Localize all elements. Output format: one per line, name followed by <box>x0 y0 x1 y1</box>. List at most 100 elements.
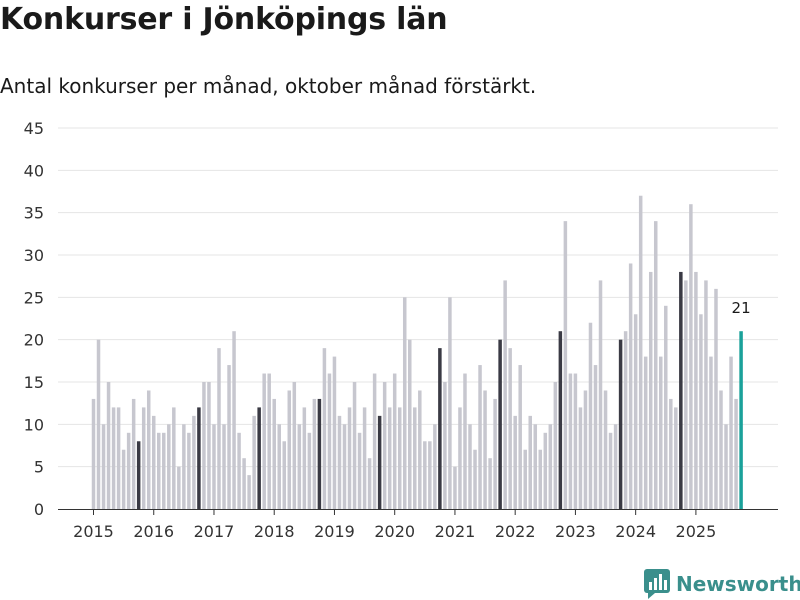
bar <box>643 356 648 509</box>
bar <box>543 432 548 509</box>
bar <box>553 382 558 509</box>
y-tick-label: 5 <box>34 458 44 477</box>
bar <box>131 398 136 509</box>
bar-october <box>679 271 683 509</box>
bar <box>312 398 317 509</box>
chart-subtitle: Antal konkurser per månad, oktober månad… <box>0 74 537 98</box>
bar <box>453 466 457 509</box>
bar <box>699 314 703 509</box>
bar <box>523 449 527 509</box>
bar <box>468 424 472 509</box>
bar <box>292 382 297 509</box>
bar <box>297 424 302 509</box>
bar <box>568 373 573 509</box>
bar <box>628 263 633 509</box>
bar <box>638 195 643 510</box>
y-tick-label: 10 <box>24 415 44 434</box>
bar <box>387 407 392 509</box>
bar <box>578 407 583 509</box>
bar <box>392 373 397 509</box>
bar <box>603 390 608 509</box>
bar <box>518 365 522 509</box>
chart-title: Konkurser i Jönköpings län <box>0 2 448 37</box>
bar <box>177 466 181 509</box>
bar <box>714 288 718 509</box>
bar <box>106 382 111 509</box>
bar <box>402 297 407 509</box>
x-tick-label: 2025 <box>676 522 717 541</box>
gridlines <box>58 127 778 468</box>
bar <box>121 449 126 509</box>
bar <box>162 432 166 509</box>
bar <box>282 441 287 509</box>
bar <box>167 424 171 509</box>
y-tick-label: 35 <box>24 204 44 223</box>
bar <box>332 356 337 509</box>
bar <box>362 407 367 509</box>
bar <box>357 432 362 509</box>
bar <box>337 415 342 509</box>
bar <box>538 449 543 509</box>
bars <box>91 195 743 510</box>
x-tick-label: 2017 <box>194 522 235 541</box>
bar-october <box>257 407 261 509</box>
bar-october <box>317 398 322 509</box>
bar <box>322 348 327 509</box>
bar <box>548 424 553 509</box>
bar <box>503 280 507 509</box>
bar <box>729 356 733 509</box>
bar <box>202 382 206 509</box>
bar <box>277 424 281 509</box>
bar-october <box>197 407 201 509</box>
bar <box>719 390 723 509</box>
bar <box>302 407 307 509</box>
bar <box>598 280 603 509</box>
y-tick-label: 40 <box>24 161 44 180</box>
bar <box>352 382 357 509</box>
x-tick-label: 2016 <box>133 522 174 541</box>
bar <box>583 390 588 509</box>
bar <box>648 271 653 509</box>
y-tick-label: 45 <box>24 119 44 138</box>
bar <box>252 415 256 509</box>
bar <box>458 407 462 509</box>
bar <box>372 373 377 509</box>
bar <box>724 424 728 509</box>
bar <box>528 415 532 509</box>
bar <box>101 424 106 509</box>
bar <box>709 356 713 509</box>
bar <box>704 280 708 509</box>
x-tick-label: 2023 <box>555 522 596 541</box>
bar <box>382 382 387 509</box>
bar <box>653 221 658 509</box>
bar <box>588 322 593 509</box>
bar <box>694 271 698 509</box>
bar-october <box>618 339 623 509</box>
bar <box>623 331 628 509</box>
bar <box>157 432 161 509</box>
bar <box>347 407 352 509</box>
bar <box>96 339 101 509</box>
bar <box>508 348 512 509</box>
bar <box>448 297 452 509</box>
x-tick-label: 2015 <box>73 522 114 541</box>
bar-october <box>498 339 502 509</box>
bar <box>664 305 668 509</box>
bar <box>734 398 738 509</box>
y-tick-label: 0 <box>34 500 44 519</box>
bar-october <box>438 348 442 509</box>
bar <box>342 424 347 509</box>
bar-october <box>136 441 141 509</box>
bar <box>483 390 487 509</box>
x-tick-label: 2019 <box>314 522 355 541</box>
bar <box>272 398 276 509</box>
bar <box>187 432 191 509</box>
bar <box>443 382 447 509</box>
bar <box>478 365 482 509</box>
bar <box>287 390 292 509</box>
bar <box>267 373 271 509</box>
bar <box>182 424 186 509</box>
bar <box>608 432 613 509</box>
y-tick-label: 20 <box>24 331 44 350</box>
